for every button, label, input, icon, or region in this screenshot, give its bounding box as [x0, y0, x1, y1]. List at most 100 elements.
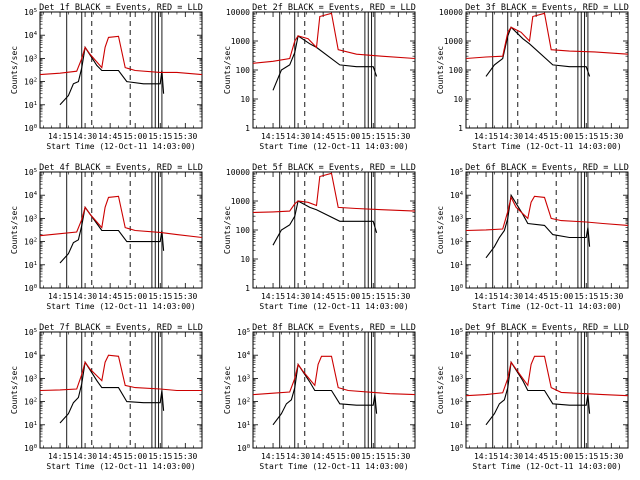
panel-title: Det 8f BLACK = Events, RED = LLD	[252, 323, 416, 333]
series-lld-line	[252, 12, 416, 64]
y-tick-label: 103	[24, 374, 37, 383]
y-tick-label: 102	[237, 398, 250, 407]
series-events-line	[485, 193, 591, 259]
plot-frame	[465, 331, 629, 449]
x-tick-label: 15:00	[549, 132, 573, 141]
y-tick-label: 103	[450, 214, 463, 223]
x-tick-label: 15:00	[123, 452, 147, 461]
x-axis-label: Start Time (12-Oct-11 14:03:00)	[259, 142, 408, 151]
series-lld-line	[39, 195, 203, 239]
y-axis-label: Counts/sec	[223, 206, 232, 254]
x-tick-label: 14:45	[98, 292, 122, 301]
x-tick-label: 14:15	[48, 292, 72, 301]
x-tick-label: 14:45	[98, 452, 122, 461]
series-lld-line	[465, 195, 629, 232]
x-tick-label: 14:45	[98, 132, 122, 141]
series-events-line	[485, 360, 591, 426]
y-tick-label: 102	[24, 238, 37, 247]
x-tick-label: 15:15	[361, 132, 385, 141]
y-tick-label: 101	[450, 421, 463, 430]
y-tick-label: 101	[237, 421, 250, 430]
y-tick-label: 1000	[231, 37, 250, 46]
x-axis-label: Start Time (12-Oct-11 14:03:00)	[46, 302, 195, 311]
y-axis-label: Counts/sec	[223, 366, 232, 414]
x-tick-label: 14:15	[474, 292, 498, 301]
series-events-line	[272, 34, 378, 91]
y-tick-label: 103	[24, 54, 37, 63]
x-tick-label: 15:30	[599, 132, 623, 141]
x-tick-label: 15:15	[574, 132, 598, 141]
x-tick-label: 15:15	[574, 292, 598, 301]
y-tick-label: 100	[450, 444, 463, 453]
x-tick-label: 15:15	[361, 292, 385, 301]
y-axis-label: Counts/sec	[436, 366, 445, 414]
x-tick-label: 14:45	[311, 452, 335, 461]
y-tick-label: 101	[450, 261, 463, 270]
panel-title: Det 5f BLACK = Events, RED = LLD	[252, 163, 416, 173]
x-tick-label: 15:30	[386, 132, 410, 141]
x-tick-label: 14:45	[524, 132, 548, 141]
panel-2: 1 10 100 1000 10000 14:15 14:30 14:45 15:00 15:15…	[223, 3, 416, 151]
x-tick-label: 15:30	[599, 292, 623, 301]
y-tick-label: 105	[450, 168, 463, 177]
y-tick-label: 1000	[231, 197, 250, 206]
x-tick-label: 14:30	[73, 132, 97, 141]
x-tick-label: 14:45	[524, 292, 548, 301]
x-axis-label: Start Time (12-Oct-11 14:03:00)	[259, 462, 408, 471]
panel-3: 1 10 100 1000 10000 14:15 14:30 14:45 15:00 15:15…	[436, 3, 629, 151]
y-tick-label: 100	[24, 124, 37, 133]
x-tick-label: 14:30	[499, 452, 523, 461]
x-tick-label: 15:00	[336, 132, 360, 141]
y-tick-label: 100	[450, 284, 463, 293]
x-tick-label: 15:30	[386, 452, 410, 461]
x-tick-label: 15:00	[123, 292, 147, 301]
y-axis-label: Counts/sec	[223, 46, 232, 94]
panel-title: Det 2f BLACK = Events, RED = LLD	[252, 3, 416, 13]
y-tick-label: 104	[24, 31, 38, 40]
y-tick-label: 103	[237, 374, 250, 383]
y-axis-label: Counts/sec	[436, 46, 445, 94]
y-tick-label: 100	[236, 226, 251, 235]
y-tick-label: 105	[24, 8, 37, 17]
y-axis-label: Counts/sec	[10, 206, 19, 254]
y-tick-label: 104	[24, 351, 38, 360]
x-axis-label: Start Time (12-Oct-11 14:03:00)	[46, 462, 195, 471]
plot-frame	[39, 171, 203, 289]
plot-frame	[39, 11, 203, 129]
y-axis-label: Counts/sec	[10, 46, 19, 94]
x-axis-label: Start Time (12-Oct-11 14:03:00)	[259, 302, 408, 311]
x-tick-label: 15:15	[148, 132, 172, 141]
y-tick-label: 105	[450, 328, 463, 337]
x-tick-label: 15:30	[599, 452, 623, 461]
y-tick-label: 105	[237, 328, 250, 337]
x-tick-label: 14:30	[286, 452, 310, 461]
x-tick-label: 14:15	[261, 132, 285, 141]
x-tick-label: 15:00	[549, 292, 573, 301]
y-tick-label: 10000	[226, 8, 250, 17]
x-axis-label: Start Time (12-Oct-11 14:03:00)	[472, 142, 621, 151]
x-axis-label: Start Time (12-Oct-11 14:03:00)	[46, 142, 195, 151]
y-tick-label: 101	[24, 421, 37, 430]
y-tick-label: 101	[24, 101, 37, 110]
y-tick-label: 102	[450, 398, 463, 407]
panel-title: Det 9f BLACK = Events, RED = LLD	[465, 323, 629, 333]
x-tick-label: 15:00	[123, 132, 147, 141]
y-tick-label: 10	[453, 95, 463, 104]
x-tick-label: 15:30	[173, 292, 197, 301]
series-events-line	[59, 45, 165, 106]
y-tick-label: 104	[237, 351, 251, 360]
series-events-line	[59, 360, 165, 424]
series-lld-line	[465, 12, 629, 60]
x-tick-label: 14:15	[48, 452, 72, 461]
x-tick-label: 14:15	[474, 452, 498, 461]
x-tick-label: 14:15	[48, 132, 72, 141]
x-tick-label: 14:30	[73, 452, 97, 461]
y-tick-label: 1	[458, 124, 463, 133]
